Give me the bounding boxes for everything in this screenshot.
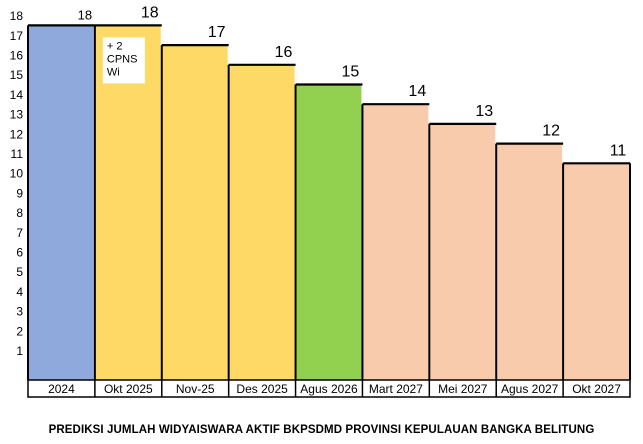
x-tick-label: Mei 2027	[438, 382, 488, 396]
x-tick-label: Nov-25	[176, 382, 215, 396]
x-tick-label: Agus 2026	[300, 382, 358, 396]
annotation-text: + 2	[107, 40, 123, 52]
data-label: 13	[475, 103, 493, 120]
bar	[564, 163, 629, 380]
bar	[29, 25, 94, 381]
data-label: 15	[342, 64, 360, 81]
data-label: 18	[141, 4, 159, 21]
data-label: 18	[78, 7, 92, 22]
bar	[162, 45, 228, 380]
bar	[363, 104, 429, 380]
y-tick-label: 14	[10, 88, 24, 102]
annotation-text: CPNS	[107, 53, 138, 65]
y-tick-label: 12	[10, 127, 24, 141]
y-tick-label: 10	[10, 167, 24, 181]
x-tick-label: Agus 2027	[501, 382, 559, 396]
y-tick-label: 18	[10, 9, 24, 23]
data-label: 16	[275, 44, 293, 61]
y-tick-label: 3	[16, 305, 23, 319]
y-tick-label: 1	[16, 344, 23, 358]
y-tick-label: 17	[10, 29, 24, 43]
x-tick-label: Okt 2027	[572, 382, 621, 396]
bar	[229, 64, 295, 381]
bar	[497, 143, 563, 380]
y-tick-label: 4	[16, 285, 23, 299]
y-tick-label: 13	[10, 108, 24, 122]
bar	[95, 25, 161, 381]
x-tick-label: Okt 2025	[104, 382, 153, 396]
y-tick-label: 7	[16, 226, 23, 240]
y-tick-label: 15	[10, 68, 24, 82]
data-label: 14	[408, 83, 426, 100]
y-tick-label: 8	[16, 206, 23, 220]
y-tick-label: 9	[16, 186, 23, 200]
bars: 18 18 17 16 15 14 13 12 11	[27, 4, 631, 381]
y-tick-label: 11	[11, 147, 24, 161]
annotation-text: Wi	[107, 66, 120, 78]
x-tick-label: 2024	[48, 382, 75, 396]
bar	[430, 123, 496, 381]
data-label: 12	[542, 123, 560, 140]
chart-title: PREDIKSI JUMLAH WIDYAISWARA AKTIF BKPSDM…	[48, 424, 595, 436]
category-row	[27, 379, 631, 398]
data-label: 17	[208, 24, 226, 41]
x-tick-label: Mart 2027	[369, 382, 423, 396]
x-axis: 2024 Okt 2025 Nov-25 Des 2025 Agus 2026 Mart …	[27, 379, 631, 398]
annotation-background	[102, 37, 145, 84]
y-tick-label: 5	[16, 265, 23, 279]
x-tick-label: Des 2025	[236, 382, 288, 396]
bar	[296, 84, 362, 380]
y-tick-label: 2	[16, 324, 23, 338]
y-tick-label: 16	[10, 48, 24, 62]
data-label: 11	[610, 142, 627, 159]
y-tick-label: 6	[16, 245, 23, 259]
